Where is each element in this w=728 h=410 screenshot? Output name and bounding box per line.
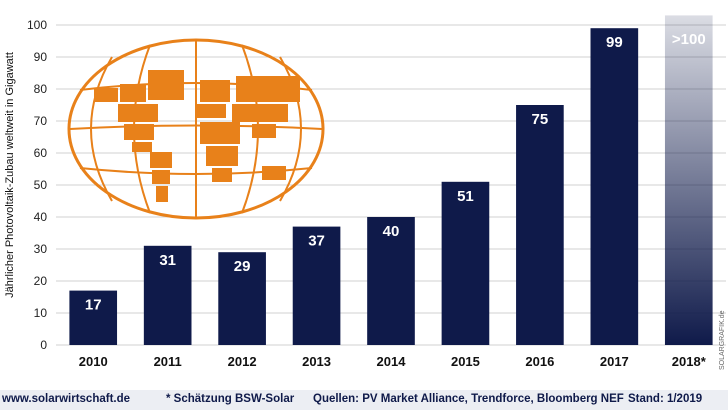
y-tick-label: 10 — [34, 306, 48, 320]
bar-chart: 0 10 20 30 40 50 60 70 80 90 100 Jährlicher Photov… — [4, 15, 726, 370]
y-tick-label: 30 — [34, 242, 48, 256]
value-label-2012: 29 — [234, 258, 251, 275]
bar-2018* — [664, 15, 713, 346]
x-tick-label: 2016 — [525, 354, 554, 369]
value-label-2014: 40 — [383, 223, 400, 240]
bar-2014 — [367, 217, 415, 345]
bar-2016 — [516, 105, 564, 345]
y-tick-label: 50 — [34, 178, 48, 192]
bar-2010 — [69, 290, 118, 345]
footer-note: * Schätzung BSW-Solar — [166, 393, 295, 405]
bars — [69, 15, 713, 346]
y-tick-label: 100 — [27, 18, 47, 32]
x-tick-labels: 2010 2011 2012 2013 2014 2015 2016 2017 2018* — [79, 354, 707, 369]
x-tick-label: 2014 — [377, 354, 407, 369]
value-label-2018*: >100 — [672, 31, 706, 48]
footer-website[interactable]: www.solarwirtschaft.de — [2, 393, 131, 405]
value-label-2016: 75 — [532, 111, 549, 128]
value-labels: 17 31 29 37 40 51 75 99 >100 — [85, 31, 706, 314]
value-label-2015: 51 — [457, 188, 474, 205]
value-label-2017: 99 — [606, 34, 623, 51]
bar-2011 — [143, 245, 192, 345]
x-tick-label: 2013 — [302, 354, 331, 369]
y-tick-label: 20 — [34, 274, 48, 288]
y-tick-label: 0 — [40, 338, 47, 352]
value-label-2013: 37 — [308, 233, 325, 250]
x-tick-label: 2011 — [154, 354, 182, 369]
bar-2015 — [441, 181, 490, 345]
y-tick-label: 70 — [34, 114, 48, 128]
footer-bar: www.solarwirtschaft.de * Schätzung BSW-S… — [0, 390, 728, 410]
bar-2017 — [590, 28, 639, 345]
x-tick-label: 2018* — [672, 354, 707, 369]
y-tick-label: 40 — [34, 210, 48, 224]
x-tick-label: 2012 — [228, 354, 257, 369]
bar-2012 — [218, 252, 266, 345]
y-axis-label: Jährlicher Photovoltaik-Zubau weltweit i… — [4, 52, 16, 298]
y-tick-label: 90 — [34, 50, 48, 64]
x-tick-label: 2015 — [451, 354, 480, 369]
y-tick-label: 80 — [34, 82, 48, 96]
footer-sources: Quellen: PV Market Alliance, Trendforce,… — [313, 393, 624, 405]
bar-2013 — [292, 226, 341, 345]
x-tick-label: 2010 — [79, 354, 108, 369]
y-tick-label: 60 — [34, 146, 48, 160]
x-tick-label: 2017 — [600, 354, 629, 369]
value-label-2010: 17 — [85, 297, 102, 314]
globe-icon — [67, 38, 325, 220]
footer-date: Stand: 1/2019 — [628, 393, 703, 405]
y-tick-labels: 0 10 20 30 40 50 60 70 80 90 100 — [27, 18, 47, 352]
value-label-2011: 31 — [159, 252, 176, 269]
watermark: SOLARGRAFIK.de — [719, 310, 726, 370]
